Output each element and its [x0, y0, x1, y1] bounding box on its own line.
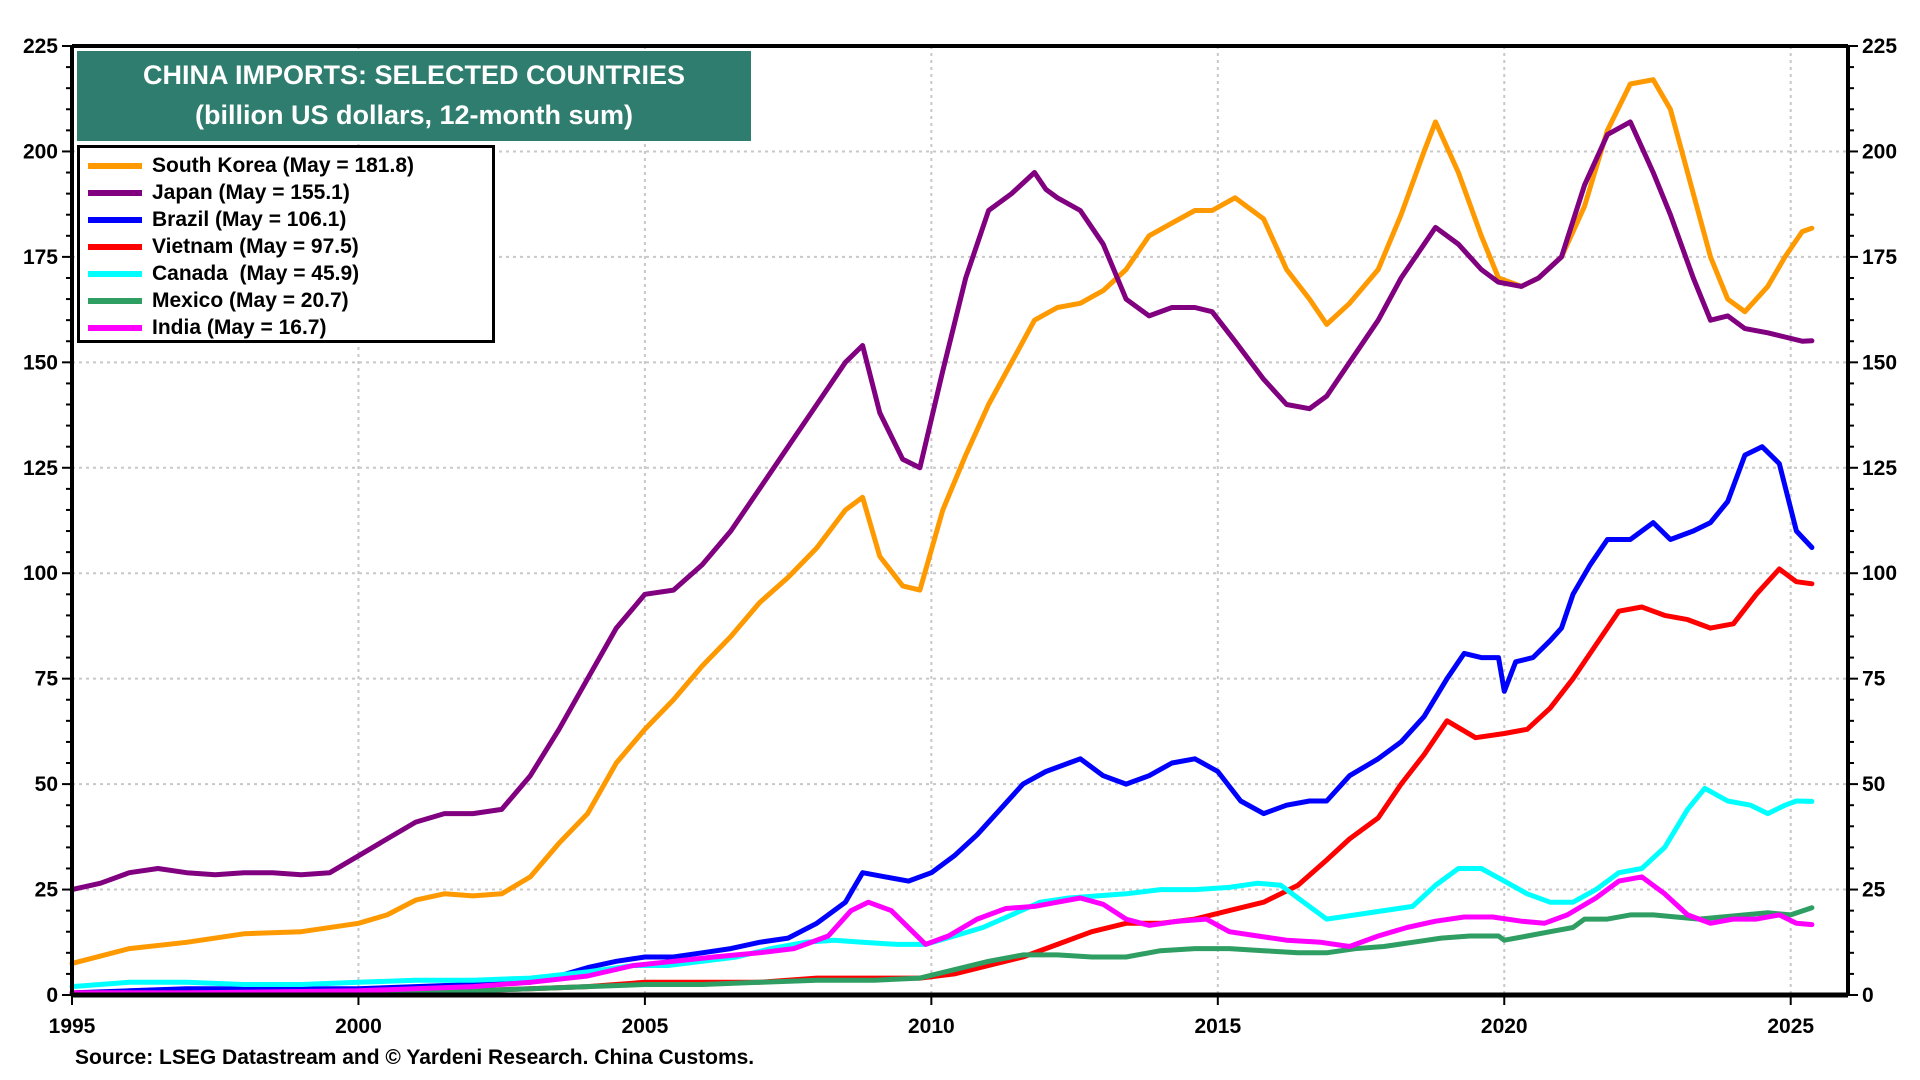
legend-item: Japan (May = 155.1) — [88, 179, 492, 206]
x-tick-label: 1995 — [49, 1015, 96, 1038]
chart-subtitle: (billion US dollars, 12-month sum) — [194, 100, 634, 130]
tick-labels: 0 0 25 25 50 50 75 75 100 100 125 125 150 150 175 175 20… — [23, 35, 1897, 1038]
y-tick-label-right: 75 — [1862, 668, 1886, 691]
x-tick-label: 2010 — [908, 1015, 955, 1038]
y-tick-label-left: 75 — [35, 668, 59, 691]
x-tick-label: 2000 — [335, 1015, 382, 1038]
legend-item: Brazil (May = 106.1) — [88, 206, 492, 233]
legend-label: Brazil (May = 106.1) — [152, 207, 347, 231]
legend-swatch — [88, 216, 142, 223]
series-line — [69, 905, 1815, 997]
y-tick-label-right: 100 — [1862, 562, 1897, 585]
legend-label: Japan (May = 155.1) — [152, 180, 350, 204]
legend-item: Mexico (May = 20.7) — [88, 287, 492, 314]
legend-swatch — [88, 270, 142, 277]
y-tick-label-left: 100 — [23, 562, 58, 585]
legend: South Korea (May = 181.8) Japan (May = 15… — [77, 145, 495, 343]
legend-label: India (May = 16.7) — [152, 315, 327, 339]
legend-item: Vietnam (May = 97.5) — [88, 233, 492, 260]
series-lines — [69, 77, 1815, 997]
legend-swatch — [88, 162, 142, 169]
x-tick-label: 2015 — [1194, 1015, 1241, 1038]
legend-item: Canada (May = 45.9) — [88, 260, 492, 287]
legend-item: India (May = 16.7) — [88, 314, 492, 341]
chart-title-box: CHINA IMPORTS: SELECTED COUNTRIES (billi… — [77, 51, 751, 141]
y-tick-label-left: 175 — [23, 246, 58, 269]
legend-swatch — [88, 324, 142, 331]
x-tick-label: 2020 — [1481, 1015, 1528, 1038]
chart-title: CHINA IMPORTS: SELECTED COUNTRIES — [142, 60, 686, 90]
legend-label: South Korea (May = 181.8) — [152, 153, 414, 177]
y-tick-label-right: 150 — [1862, 351, 1897, 374]
y-tick-label-left: 25 — [35, 879, 59, 902]
x-tick-label: 2025 — [1767, 1015, 1814, 1038]
series-line — [69, 119, 1815, 893]
source-note: Source: LSEG Datastream and © Yardeni Re… — [75, 1046, 755, 1069]
y-tick-label-left: 150 — [23, 351, 58, 374]
y-tick-label-left: 125 — [23, 457, 58, 480]
y-tick-label-left: 200 — [23, 140, 58, 163]
y-tick-label-left: 0 — [46, 984, 58, 1007]
legend-swatch — [88, 243, 142, 250]
axes — [62, 44, 1858, 1005]
y-tick-label-right: 175 — [1862, 246, 1897, 269]
y-tick-label-right: 200 — [1862, 140, 1897, 163]
legend-item: South Korea (May = 181.8) — [88, 152, 492, 179]
y-tick-label-right: 50 — [1862, 773, 1885, 796]
y-tick-label-right: 125 — [1862, 457, 1897, 480]
legend-swatch — [88, 297, 142, 304]
series-line — [69, 785, 1815, 990]
legend-label: Mexico (May = 20.7) — [152, 288, 349, 312]
x-tick-label: 2005 — [622, 1015, 669, 1038]
y-tick-label-right: 225 — [1862, 35, 1897, 58]
y-tick-label-left: 50 — [35, 773, 58, 796]
y-tick-label-left: 225 — [23, 35, 58, 58]
series-line — [69, 444, 1815, 996]
y-tick-label-right: 0 — [1862, 984, 1874, 1007]
legend-swatch — [88, 189, 142, 196]
series-line — [69, 874, 1815, 996]
legend-label: Vietnam (May = 97.5) — [152, 234, 359, 258]
y-tick-label-right: 25 — [1862, 879, 1886, 902]
legend-label: Canada (May = 45.9) — [152, 261, 360, 285]
